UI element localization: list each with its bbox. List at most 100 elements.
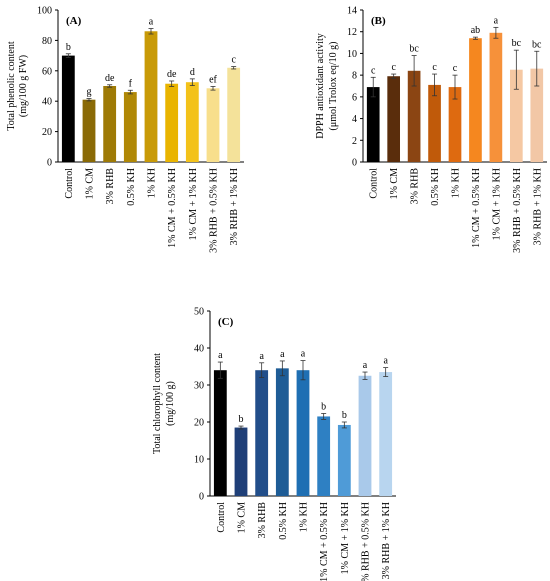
significance-letter: bc: [409, 44, 419, 55]
y-axis-label: Total phenolic content: [6, 41, 17, 130]
bar: [255, 370, 269, 496]
bar: [317, 416, 331, 496]
x-tick-label: 3% RHB + 1% KH: [229, 168, 240, 245]
bar: [379, 372, 393, 496]
x-tick-label: 1% CM: [85, 168, 96, 200]
y-axis-label: Total chlorophyll content: [152, 353, 163, 454]
y-tick-label: 10: [194, 455, 204, 466]
significance-letter: b: [239, 414, 244, 425]
chart-panel-1: 0 20 40 60 80 100 Total phenolic content (mg/10…: [6, 6, 244, 253]
bar: [469, 38, 482, 162]
y-tick-label: 40: [42, 97, 52, 108]
y-tick-label: 0: [47, 158, 52, 169]
bar: [358, 375, 372, 496]
significance-letter: a: [280, 349, 285, 360]
x-tick-label: Control: [369, 168, 380, 199]
y-tick-label: 30: [194, 381, 204, 392]
y-tick-label: 40: [194, 344, 204, 355]
y-tick-label: 80: [42, 36, 52, 47]
x-tick-label: 1% CM: [389, 168, 400, 200]
bar: [82, 99, 96, 162]
x-tick-label: 1% CM + 0.5% KH: [471, 168, 482, 248]
x-tick-label: 3% RHB + 0.5% KH: [361, 502, 372, 581]
significance-letter: f: [129, 78, 133, 89]
chart-panel-2: 0 2 4 6 8 10 12 14 DPPH antioxidant activity (μmo…: [315, 6, 547, 253]
y-tick-label: 20: [194, 418, 204, 429]
bar: [227, 67, 241, 162]
x-tick-label: 0.5% KH: [430, 168, 441, 206]
x-tick-label: 3% RHB + 0.5% KH: [209, 168, 220, 253]
y-tick-label: 50: [194, 307, 204, 318]
x-tick-label: 1% CM + 0.5% KH: [167, 168, 178, 248]
bar: [509, 69, 523, 162]
significance-letter: c: [453, 63, 458, 74]
y-axis-label: (mg/100 g): [165, 381, 176, 426]
y-tick-label: 4: [352, 114, 357, 125]
bar: [103, 86, 117, 162]
chart-panel-3: 0 10 20 30 40 50 Total chlorophyll content (mg/…: [152, 307, 396, 581]
significance-letter: de: [105, 73, 115, 84]
x-tick-label: 1% CM + 1% KH: [188, 168, 199, 240]
panel-label: (B): [371, 15, 386, 27]
bar: [296, 370, 310, 496]
y-tick-label: 0: [352, 158, 357, 169]
significance-letter: a: [149, 17, 154, 28]
bar: [366, 87, 380, 162]
x-tick-label: 1% KH: [147, 168, 158, 198]
x-tick-label: 1% KH: [299, 502, 310, 532]
y-tick-label: 2: [352, 136, 357, 147]
bar: [123, 92, 137, 162]
significance-letter: c: [371, 65, 376, 76]
panel-label: (C): [218, 316, 234, 328]
x-tick-label: 0.5% KH: [126, 168, 137, 206]
x-tick-label: Control: [216, 502, 227, 533]
x-tick-label: Control: [64, 168, 75, 199]
y-tick-label: 12: [347, 27, 357, 38]
bar: [448, 87, 462, 162]
bar: [61, 55, 75, 162]
x-tick-label: 3% RHB: [105, 168, 116, 205]
significance-letter: bc: [532, 39, 542, 50]
bar: [206, 88, 220, 162]
bar: [234, 427, 248, 496]
significance-letter: c: [391, 62, 396, 73]
x-tick-label: 3% RHB + 1% KH: [381, 502, 392, 579]
bar: [337, 424, 351, 496]
significance-letter: ef: [209, 74, 217, 85]
y-axis-label: (μmol Trolox eq/10 g): [328, 42, 339, 131]
bar: [185, 82, 199, 162]
y-tick-label: 14: [347, 6, 357, 17]
bar: [275, 368, 289, 496]
x-tick-label: 3% RHB: [257, 502, 268, 539]
y-tick-label: 6: [352, 92, 357, 103]
significance-letter: c: [231, 55, 236, 66]
significance-letter: a: [363, 360, 368, 371]
significance-letter: de: [167, 69, 177, 80]
significance-letter: b: [321, 401, 326, 412]
significance-letter: bc: [512, 38, 522, 49]
significance-letter: a: [259, 351, 264, 362]
x-tick-label: 1% KH: [451, 168, 462, 198]
y-tick-label: 20: [42, 127, 52, 138]
x-tick-label: 3% RHB: [410, 168, 421, 205]
x-tick-label: 1% CM + 1% KH: [340, 502, 351, 574]
x-tick-label: 3% RHB + 1% KH: [532, 168, 543, 245]
significance-letter: c: [432, 62, 437, 73]
y-axis-label: DPPH antioxidant activity: [315, 33, 326, 139]
y-tick-label: 10: [347, 49, 357, 60]
bar: [407, 70, 421, 162]
significance-letter: ab: [471, 25, 480, 36]
bar: [144, 31, 158, 163]
significance-letter: a: [301, 349, 306, 360]
significance-letter: g: [87, 86, 92, 97]
significance-letter: d: [190, 67, 195, 78]
significance-letter: b: [66, 42, 71, 53]
bar: [387, 76, 401, 162]
significance-letter: a: [218, 350, 223, 361]
x-tick-label: 1% CM + 0.5% KH: [319, 502, 330, 581]
x-tick-label: 1% CM: [237, 502, 248, 534]
y-tick-label: 8: [352, 71, 357, 82]
bar: [428, 84, 441, 162]
x-tick-label: 1% CM + 1% KH: [491, 168, 502, 240]
